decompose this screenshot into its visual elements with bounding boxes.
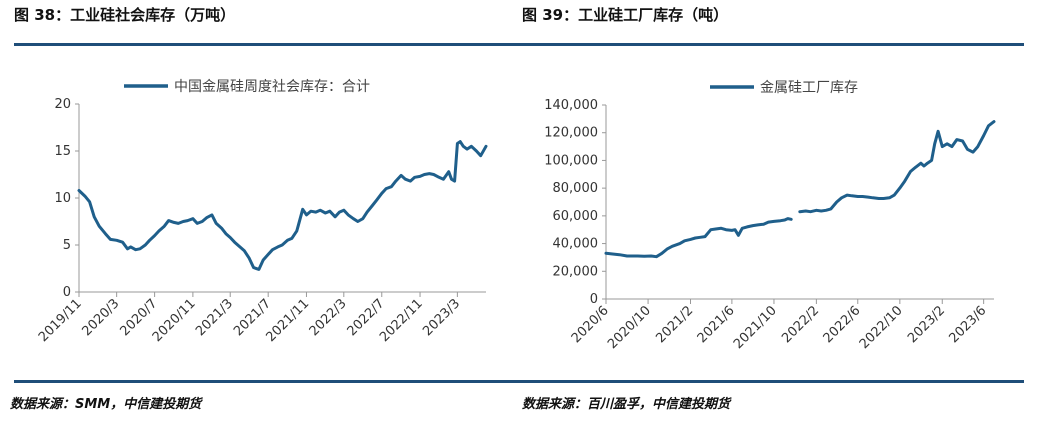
x-tick-label: 2021/11 (263, 296, 312, 345)
y-tick-label: 140,000 (544, 98, 598, 113)
x-tick-label: 2021/10 (731, 303, 780, 352)
left-source-note: 数据来源：SMM，中信建投期货 (10, 397, 202, 412)
x-tick-label: 2023/6 (947, 303, 990, 346)
x-tick-label: 2021/6 (695, 303, 738, 346)
x-tick-label: 2023/3 (420, 296, 463, 339)
x-tick-label: 2022/3 (307, 296, 350, 339)
bottom-divider (14, 380, 1024, 383)
left-chart: 0 5 10 15 20 2019/11 2020/3 2020/7 2020/11 2021/3… (14, 48, 504, 382)
x-tick-label: 2022/6 (821, 303, 864, 346)
y-tick-label: 0 (63, 285, 71, 300)
y-tick-label: 60,000 (553, 209, 599, 224)
factory-inventory-chart: 0 20,000 40,000 60,000 80,000 100,000 120,000 1… (544, 80, 996, 352)
x-tick-label: 2020/6 (569, 303, 612, 346)
series-line (77, 140, 488, 271)
x-tick-label: 2021/2 (653, 303, 696, 346)
x-tick-label: 2020/10 (605, 303, 654, 352)
x-tick-label: 2020/11 (150, 296, 199, 345)
x-tick-label: 2021/3 (193, 296, 236, 339)
x-tick-label: 2020/3 (80, 296, 123, 339)
y-tick-label: 5 (63, 238, 71, 253)
x-tick-label: 2019/11 (36, 296, 85, 345)
y-tick-label: 15 (54, 144, 71, 159)
right-chart: 0 20,000 40,000 60,000 80,000 100,000 120,000 1… (522, 48, 1022, 382)
series-line (604, 120, 996, 259)
y-tick-label: 80,000 (553, 181, 599, 196)
x-tick-label: 2022/2 (779, 303, 822, 346)
top-divider (14, 43, 1024, 46)
y-tick-label: 120,000 (544, 126, 598, 141)
right-figure-title: 图 39：工业硅工厂库存（吨） (522, 6, 729, 24)
right-source-note: 数据来源：百川盈孚，中信建投期货 (522, 397, 731, 412)
y-tick-label: 20 (54, 97, 71, 112)
x-tick-label: 2022/11 (377, 296, 426, 345)
y-tick-label: 0 (590, 292, 598, 307)
y-tick-label: 20,000 (553, 264, 599, 279)
legend-label: 金属硅工厂库存 (760, 80, 858, 96)
y-tick-label: 10 (54, 191, 71, 206)
x-tick-label: 2022/10 (857, 303, 906, 352)
y-tick-label: 40,000 (553, 237, 599, 252)
social-inventory-chart: 051015202019/112020/32020/72020/112021/3… (36, 79, 488, 345)
x-tick-label: 2023/2 (905, 303, 948, 346)
y-tick-label: 100,000 (544, 153, 598, 168)
legend-label: 中国金属硅周度社会库存：合计 (174, 79, 370, 95)
left-figure-title: 图 38：工业硅社会库存（万吨） (14, 6, 236, 24)
